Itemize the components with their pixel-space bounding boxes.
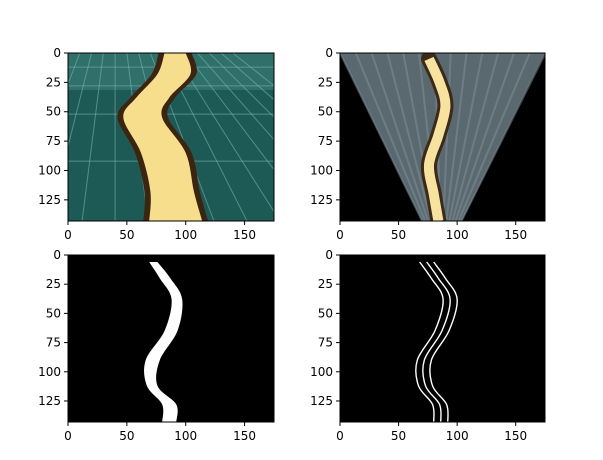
y-tick-label: 0 (325, 46, 333, 60)
y-tick-label: 0 (325, 248, 333, 262)
y-tick-label: 50 (318, 105, 333, 119)
y-tick-label: 0 (53, 248, 61, 262)
y-tick-label: 50 (46, 306, 61, 320)
grid-line (68, 53, 81, 86)
warped-streak (386, 53, 433, 221)
grid-line (173, 53, 274, 213)
grid-line (68, 53, 93, 149)
subplot-4: 0 50 100 150 0 25 50 75 100 125 (310, 248, 546, 443)
x-tick-label: 0 (336, 228, 344, 242)
y-tick-label: 25 (46, 277, 61, 291)
warped-streak (340, 53, 423, 221)
warped-streak (442, 53, 452, 221)
image-content (340, 53, 545, 221)
grid-line (232, 53, 274, 87)
subplot-grid: 0 50 100 150 0 25 50 75 100 125 0 50 100 150 0 25 50 75 10… (38, 46, 546, 443)
warped-streak (454, 53, 515, 221)
grid-line (208, 53, 274, 118)
y-tick-label: 25 (318, 277, 333, 291)
lane-line-1 (415, 261, 444, 422)
axes-frame (67, 52, 275, 222)
y-tick-label: 50 (318, 306, 333, 320)
warped-streak (457, 53, 531, 221)
x-tick-label: 0 (64, 429, 72, 443)
y-tick-label: 125 (310, 394, 333, 408)
x-tick-label: 50 (119, 228, 134, 242)
x-tick-label: 0 (64, 228, 72, 242)
track (423, 56, 451, 221)
x-tick-label: 0 (336, 429, 344, 443)
y-tick-label: 25 (318, 75, 333, 89)
image-content (68, 53, 274, 221)
y-tick-label: 75 (318, 134, 333, 148)
y-tick-label: 100 (310, 163, 333, 177)
x-tick-label: 50 (391, 228, 406, 242)
y-tick-label: 0 (53, 46, 61, 60)
warped-streak (445, 53, 468, 221)
y-tick-label: 25 (46, 75, 61, 89)
y-tick-label: 50 (46, 105, 61, 119)
image-content (68, 255, 274, 422)
track (123, 53, 203, 221)
y-tick-label: 125 (38, 394, 61, 408)
grid-line (185, 53, 274, 171)
x-tick-label: 100 (174, 429, 197, 443)
warped-streak (448, 53, 484, 221)
y-tick-label: 75 (318, 336, 333, 350)
subplot-1: 0 50 100 150 0 25 50 75 100 125 (38, 46, 275, 242)
y-tick-label: 100 (310, 365, 333, 379)
x-tick-label: 50 (391, 429, 406, 443)
x-tick-label: 150 (504, 228, 527, 242)
grid-line (220, 53, 274, 101)
y-tick-label: 125 (310, 193, 333, 207)
warped-streak (354, 53, 426, 221)
y-tick-label: 125 (38, 193, 61, 207)
subplot-2: 0 50 100 150 0 25 50 75 100 125 (310, 46, 546, 242)
x-tick-label: 100 (174, 228, 197, 242)
axes-frame (339, 52, 546, 222)
y-tick-label: 75 (46, 336, 61, 350)
x-tick-label: 150 (233, 228, 256, 242)
axes-frame (339, 254, 546, 423)
x-tick-label: 50 (119, 429, 134, 443)
y-tick-label: 75 (46, 134, 61, 148)
x-tick-label: 100 (446, 228, 469, 242)
mask-shape (144, 262, 183, 422)
image-content (340, 255, 545, 422)
warped-streak (370, 53, 430, 221)
background (340, 255, 545, 422)
warped-streak (460, 53, 545, 221)
lane-line-2 (422, 261, 451, 422)
y-tick-label: 100 (38, 163, 61, 177)
x-tick-label: 100 (446, 429, 469, 443)
x-tick-label: 150 (233, 429, 256, 443)
lane-line-3 (429, 261, 458, 422)
y-tick-label: 100 (38, 365, 61, 379)
x-tick-label: 150 (504, 429, 527, 443)
grid-line (197, 53, 274, 141)
grid-line (81, 53, 104, 221)
subplot-3: 0 50 100 150 0 25 50 75 100 125 (38, 248, 275, 443)
axes-frame (67, 254, 275, 423)
warped-streak (451, 53, 500, 221)
